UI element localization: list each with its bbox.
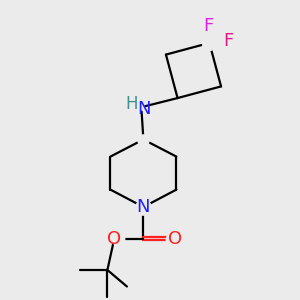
Text: O: O — [168, 230, 183, 247]
Text: F: F — [223, 32, 233, 50]
Text: N: N — [137, 198, 150, 216]
Text: O: O — [107, 230, 122, 247]
Text: N: N — [137, 100, 151, 118]
Text: H: H — [126, 95, 138, 113]
Text: F: F — [203, 17, 213, 35]
